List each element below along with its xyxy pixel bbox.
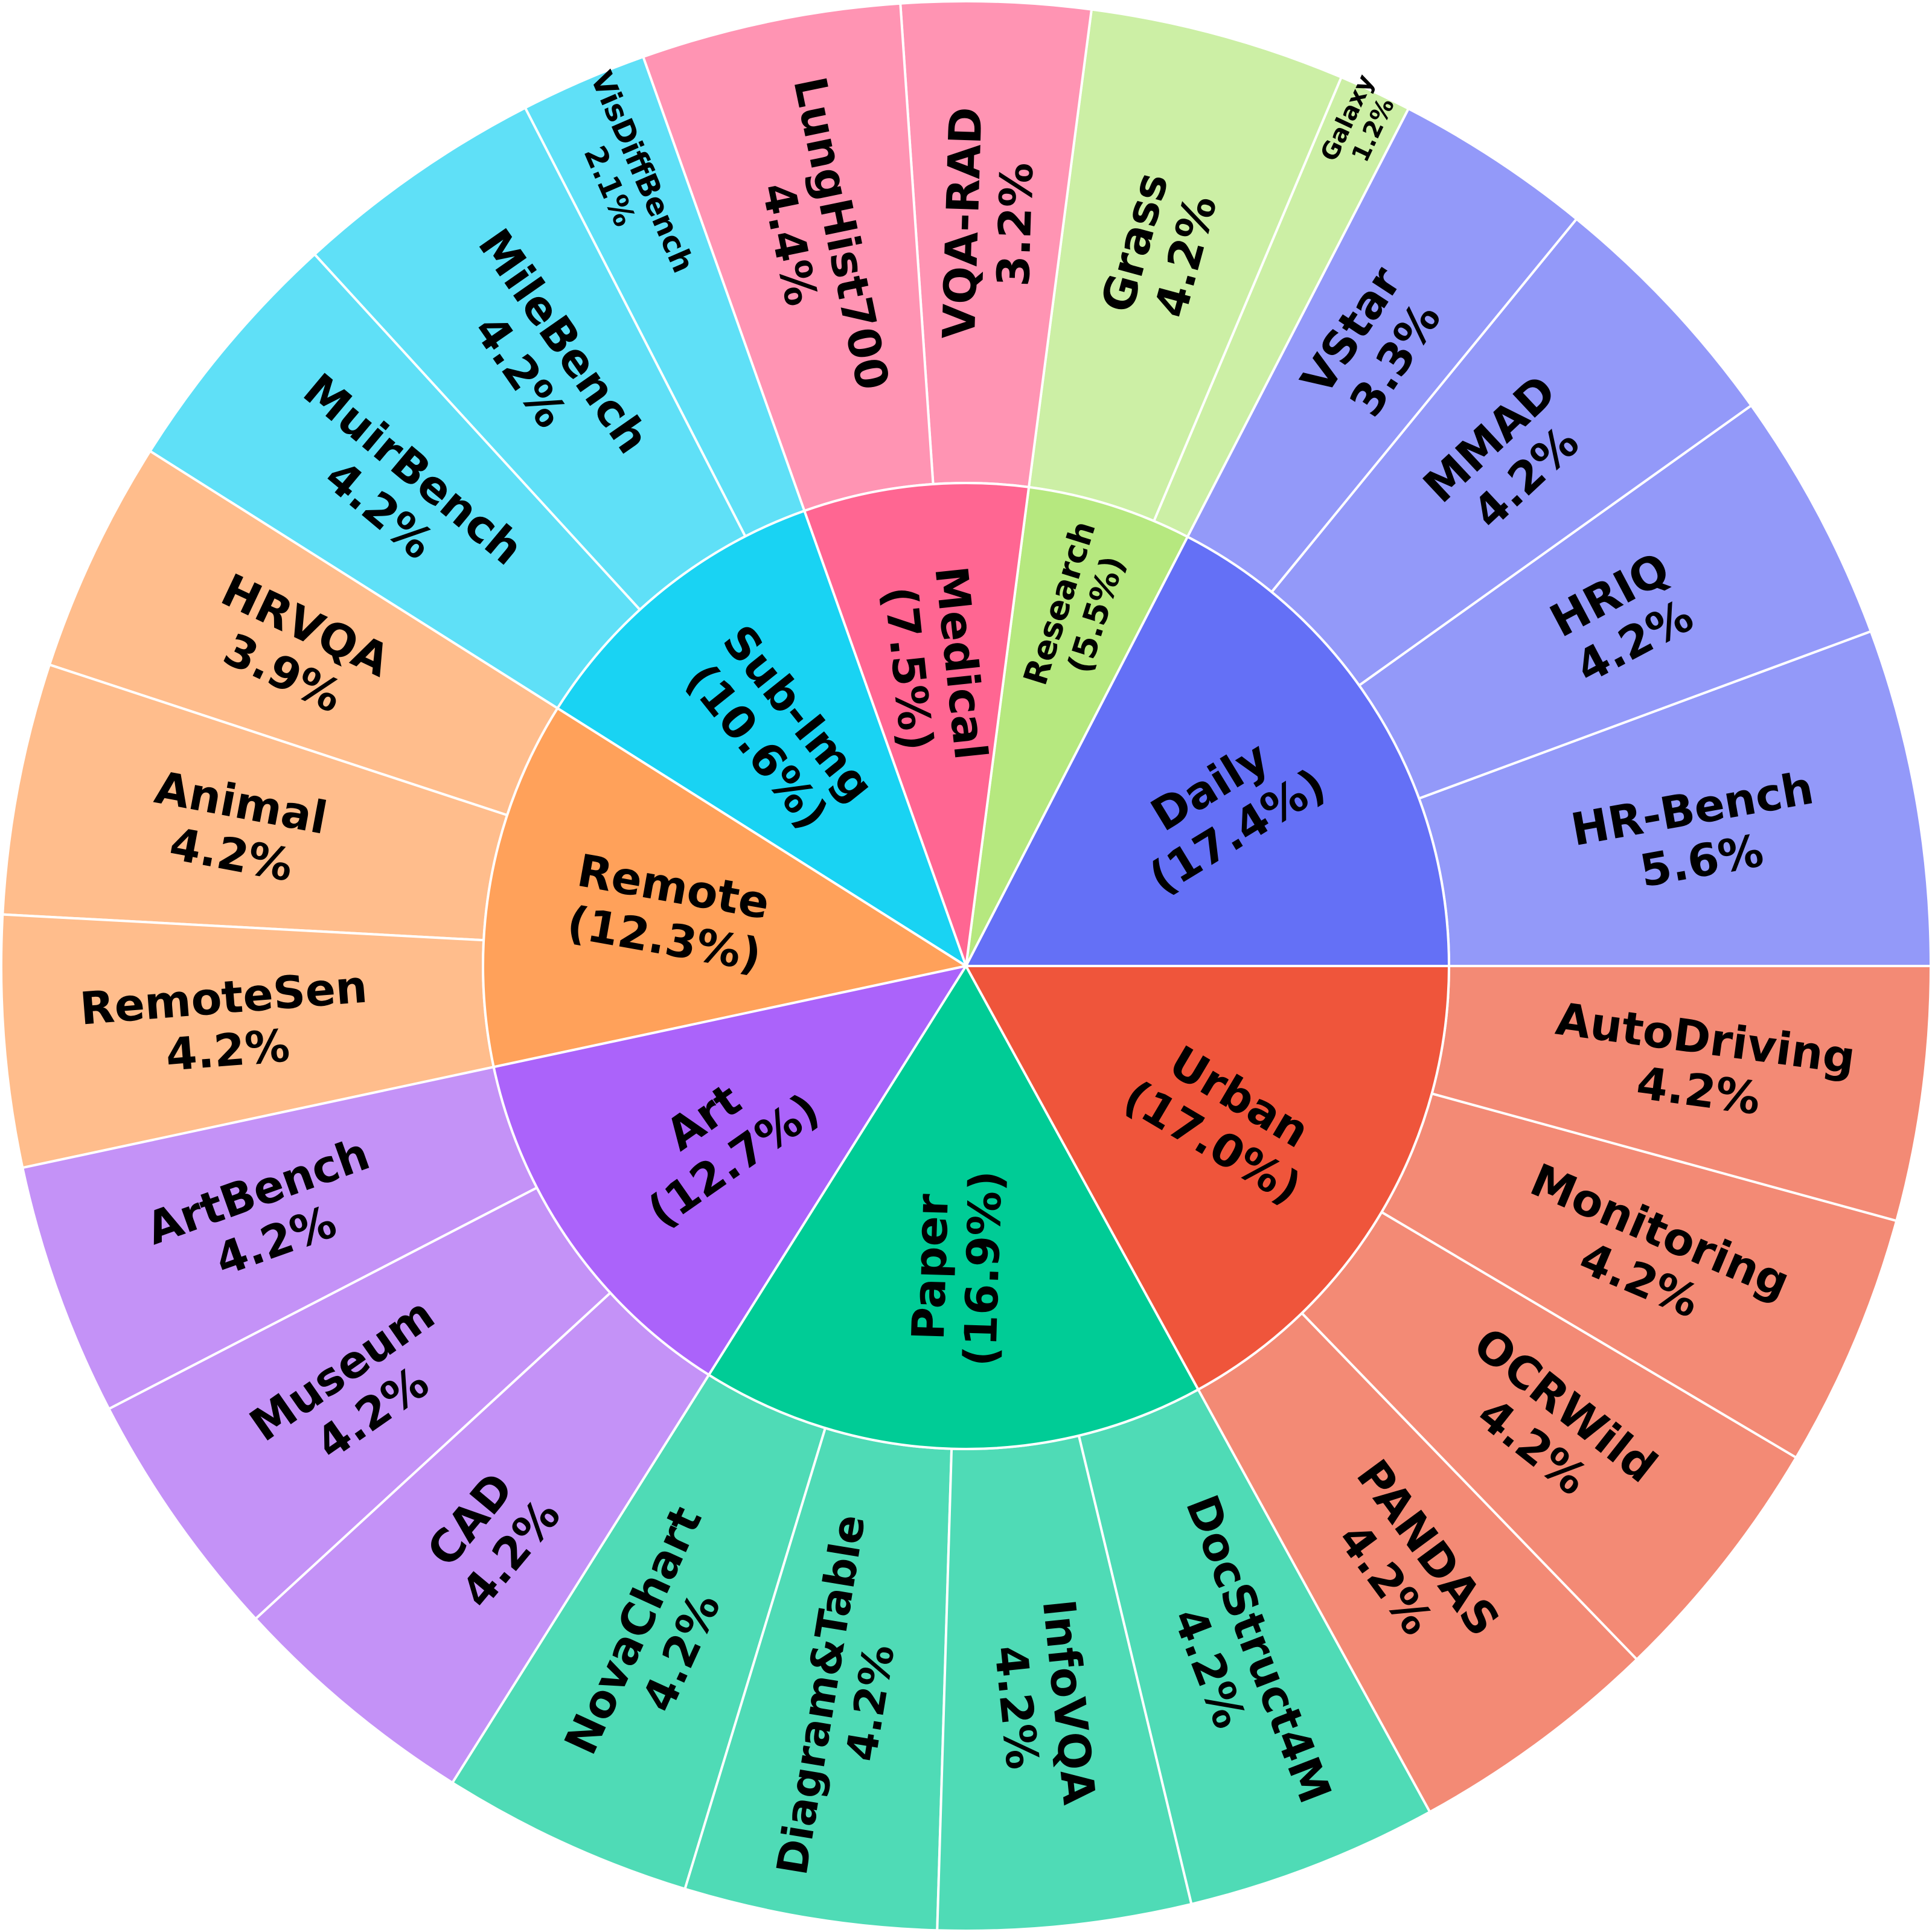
outer-remotesen-percent: 4.2% — [164, 1020, 292, 1081]
outer-infovqa-percent: 4.2% — [984, 1643, 1049, 1771]
inner-sector-research[interactable] — [965, 485, 1189, 967]
inner-sector-urban[interactable] — [964, 965, 1451, 1392]
inner-sector-art[interactable] — [492, 964, 969, 1377]
inner-medical-label-group: Medical(7.5%) — [874, 564, 997, 763]
inner-sector-medical[interactable] — [802, 482, 1031, 967]
inner-sector-daily[interactable] — [964, 535, 1451, 967]
inner-paper-percent: (16.9%) — [955, 1170, 1012, 1367]
inner-paper-label-group: Paper(16.9%) — [903, 1170, 1012, 1367]
inner-ring — [482, 482, 1451, 1450]
inner-sector-paper[interactable] — [707, 964, 1200, 1450]
inner-sector-sub-img[interactable] — [555, 509, 968, 969]
outer-vqa-rad-percent: 3.2% — [988, 162, 1043, 287]
inner-sector-remote[interactable] — [482, 706, 970, 1069]
inner-paper-label: Paper — [903, 1193, 959, 1341]
outer-vqa-rad-label: VQA-RAD — [933, 106, 993, 339]
